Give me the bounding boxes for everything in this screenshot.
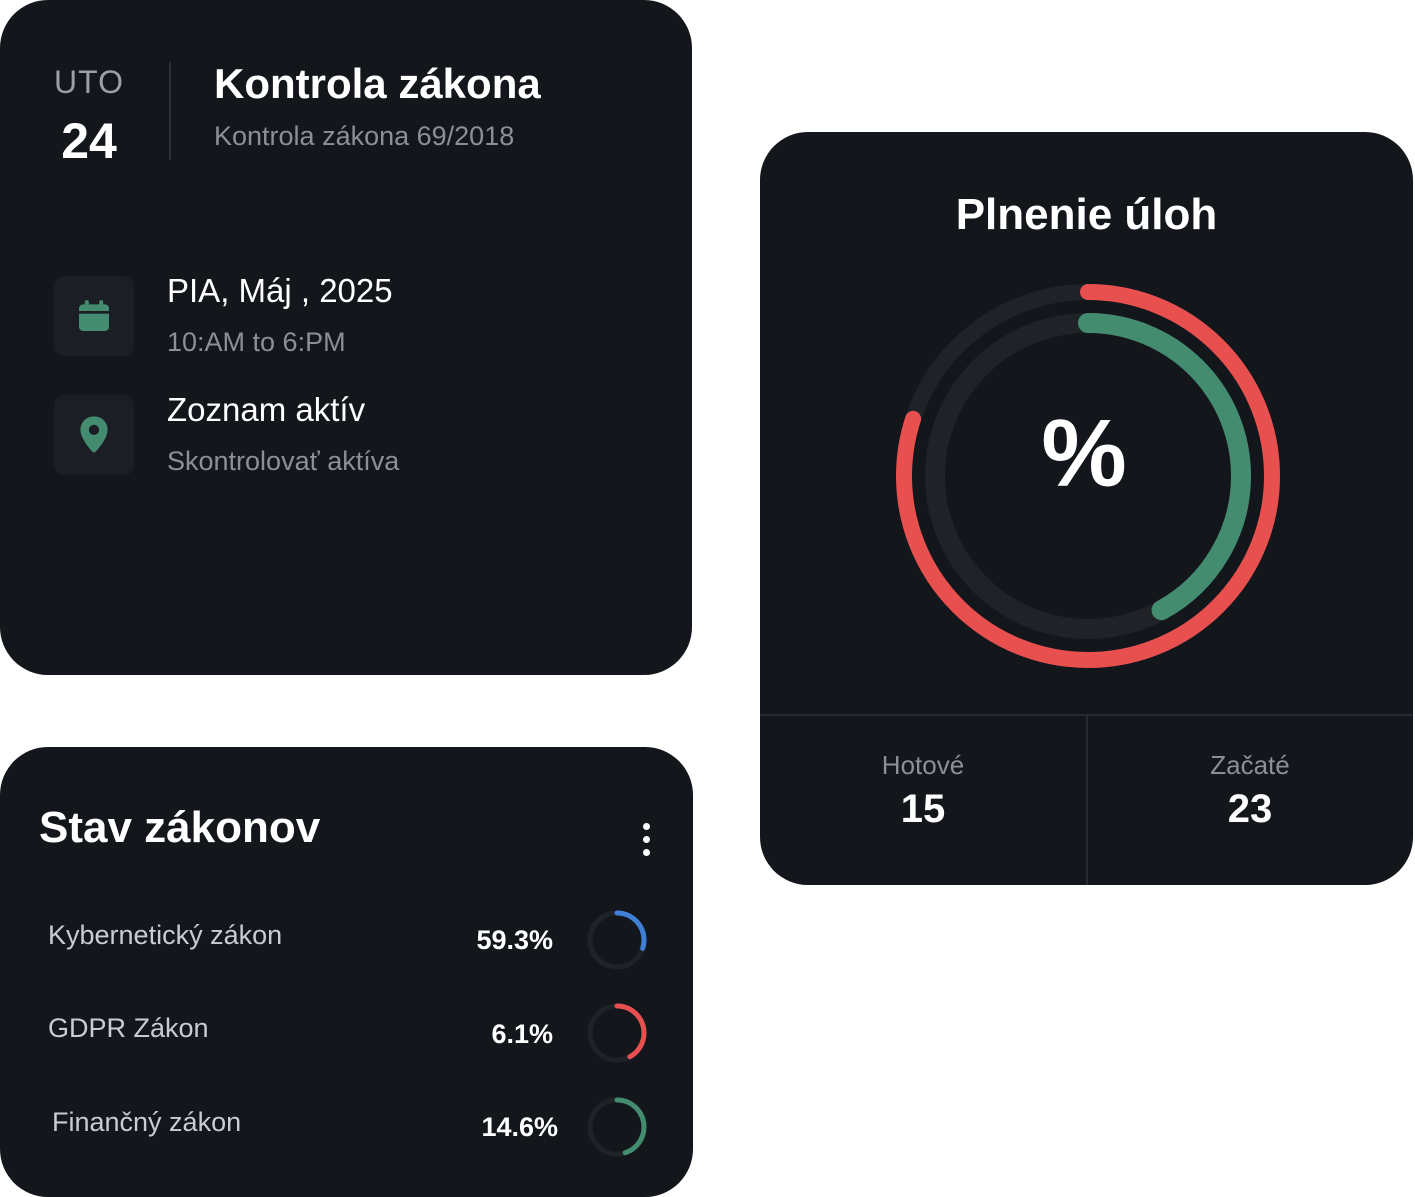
law-percent-finance: 14.6% (481, 1112, 558, 1142)
law-status-card: Stav zákonov Kybernetický zákon 59.3% GD… (0, 747, 693, 1197)
more-vertical-icon[interactable] (630, 817, 662, 861)
law-percent-gdpr: 6.1% (491, 1019, 553, 1049)
event-title: Kontrola zákona (214, 60, 541, 107)
law-percent-cyber: 59.3% (476, 925, 553, 955)
law-name-cyber: Kybernetický zákon (48, 920, 283, 950)
event-date: PIA, Máj , 2025 (167, 272, 393, 309)
law-ring-cyber (587, 910, 647, 970)
event-divider (169, 62, 171, 160)
law-status-title: Stav zákonov (39, 803, 321, 852)
stat-started-value: 23 (1227, 787, 1273, 831)
event-day-of-week: UTO (54, 64, 124, 100)
event-card[interactable]: UTO 24 Kontrola zákona Kontrola zákona 6… (0, 0, 692, 675)
law-name-finance: Finančný zákon (52, 1107, 242, 1137)
stat-started: Začaté 23 (1087, 750, 1413, 832)
law-ring-finance (587, 1097, 647, 1157)
stat-done: Hotové 15 (760, 750, 1086, 832)
stat-done-value: 15 (900, 787, 946, 831)
stat-done-label: Hotové (881, 750, 965, 780)
law-ring-gdpr (587, 1003, 647, 1063)
event-day-number: 24 (61, 113, 117, 169)
outer-ring-arc (896, 284, 1280, 668)
calendar-icon (79, 300, 109, 331)
date-icon-box (54, 276, 134, 356)
inner-ring-arc (925, 313, 1251, 639)
location-title: Zoznam aktív (167, 391, 366, 428)
stat-started-label: Začaté (1210, 750, 1290, 780)
tasks-progress-ring (896, 284, 1280, 668)
map-pin-icon (80, 416, 108, 453)
tasks-title: Plnenie úloh (955, 190, 1218, 239)
event-time: 10:AM to 6:PM (167, 327, 346, 357)
tasks-card: Plnenie úloh % Hotové 15 Začaté 23 (760, 132, 1413, 885)
law-name-gdpr: GDPR Zákon (48, 1013, 209, 1043)
tasks-divider-vertical (1086, 714, 1088, 885)
location-icon-box (54, 395, 134, 475)
location-subtitle: Skontrolovať aktíva (167, 446, 400, 476)
event-subtitle: Kontrola zákona 69/2018 (214, 121, 515, 151)
tasks-percent-label: % (1041, 400, 1127, 507)
